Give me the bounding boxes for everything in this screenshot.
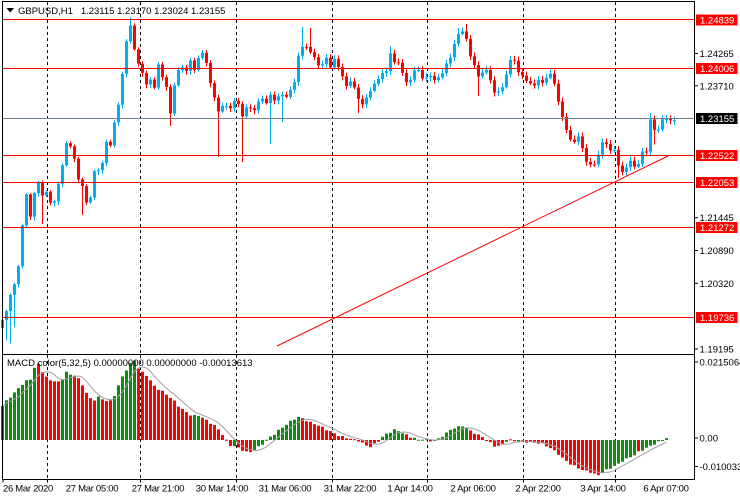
svg-text:1.19736: 1.19736	[700, 313, 734, 324]
svg-text:1.23710: 1.23710	[700, 81, 734, 92]
svg-text:MACD color(5,32,5) 0.00000000: MACD color(5,32,5) 0.00000000 0.00000000…	[7, 358, 253, 369]
svg-text:1.23155: 1.23155	[700, 114, 734, 125]
svg-text:2 Apr 22:00: 2 Apr 22:00	[515, 484, 560, 495]
svg-text:0.0215064: 0.0215064	[700, 358, 740, 369]
svg-text:1.21445: 1.21445	[700, 213, 734, 224]
svg-text:GBPUSD,H1 1.23115 1.23170 1.: GBPUSD,H1 1.23115 1.23170 1.23024 1.2315…	[18, 6, 225, 17]
svg-text:-0.0100332: -0.0100332	[700, 462, 740, 473]
svg-text:1.22522: 1.22522	[700, 151, 734, 162]
svg-text:1.24006: 1.24006	[700, 64, 734, 75]
svg-text:1.22053: 1.22053	[700, 178, 734, 189]
svg-text:1.20890: 1.20890	[700, 246, 734, 257]
svg-text:31 Mar 06:00: 31 Mar 06:00	[259, 484, 311, 495]
svg-text:2 Apr 06:00: 2 Apr 06:00	[450, 484, 495, 495]
svg-text:26 Mar 2020: 26 Mar 2020	[3, 484, 53, 495]
svg-text:30 Mar 14:00: 30 Mar 14:00	[196, 484, 248, 495]
svg-text:1 Apr 14:00: 1 Apr 14:00	[387, 484, 432, 495]
svg-text:1.20320: 1.20320	[700, 279, 734, 290]
svg-text:31 Mar 22:00: 31 Mar 22:00	[324, 484, 376, 495]
svg-text:27 Mar 21:00: 27 Mar 21:00	[132, 484, 184, 495]
svg-text:1.24265: 1.24265	[700, 49, 734, 60]
svg-text:1.24839: 1.24839	[700, 16, 734, 27]
svg-text:1.19195: 1.19195	[700, 345, 734, 356]
svg-text:1.21272: 1.21272	[700, 223, 734, 234]
svg-text:3 Apr 14:00: 3 Apr 14:00	[580, 484, 625, 495]
svg-text:0.00: 0.00	[700, 434, 719, 445]
svg-text:27 Mar 05:00: 27 Mar 05:00	[66, 484, 118, 495]
svg-text:6 Apr 07:00: 6 Apr 07:00	[643, 484, 688, 495]
